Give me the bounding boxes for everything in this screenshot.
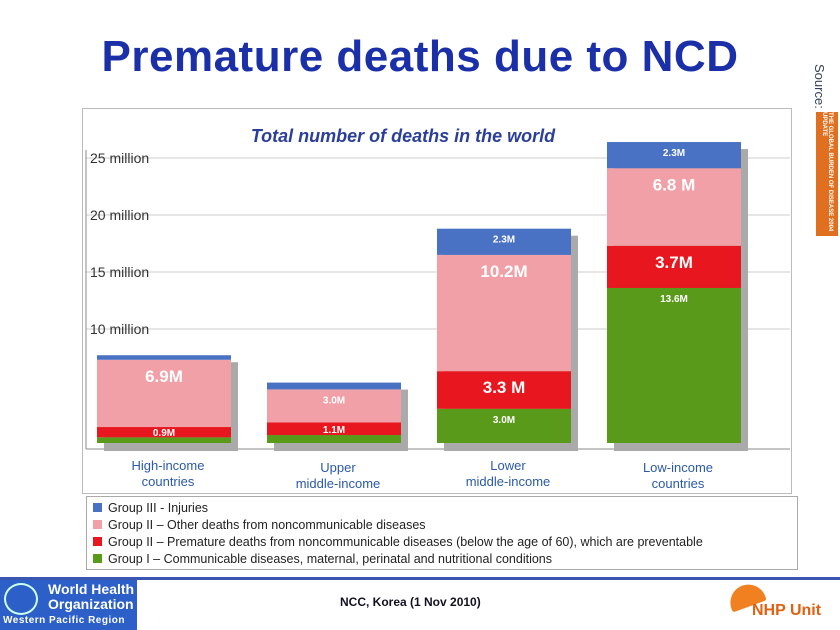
event-label: NCC, Korea (1 Nov 2010) [340,595,481,609]
bar-segment-group3 [267,382,401,390]
y-tick-label: 15 million [90,264,149,280]
bar-segment-group2_other [267,389,401,423]
legend-swatch [93,503,102,512]
data-label: 13.6M [660,294,688,305]
x-tick-label: middle-income [466,474,551,489]
bar-chart: Total number of deaths in the world 10 mi… [85,126,790,491]
x-tick-label: Lower [490,458,526,473]
source-label: Source: [812,64,827,109]
x-tick-label: countries [652,476,705,491]
bar-segment-group3 [97,355,231,360]
y-tick-label: 10 million [90,321,149,337]
who-region: Western Pacific Region [3,615,125,626]
footer-divider [0,577,840,580]
bar-segment-group1 [437,408,571,443]
page-title: Premature deaths due to NCD [101,32,739,81]
x-tick-label: High-income [132,458,205,473]
chart-title: Total number of deaths in the world [251,126,556,146]
legend-label: Group III - Injuries [108,500,209,515]
bar-segment-group2_other [607,168,741,246]
legend-item-group3: Group III - Injuries [93,499,797,516]
x-tick-label: middle-income [296,476,381,491]
y-tick-label: 25 million [90,150,149,166]
data-label: 2.3M [663,148,685,159]
bar-segment-group2_premature [607,245,741,288]
legend-item-group2_other: Group II – Other deaths from noncommunic… [93,516,797,533]
y-tick-label: 20 million [90,207,149,223]
bar-segment-group2_premature [437,371,571,409]
bar-segment-group3 [437,228,571,255]
legend-swatch [93,554,102,563]
who-emblem-icon [4,583,38,615]
chart-legend: Group III - Injuries Group II – Other dea… [86,496,798,570]
data-label: 10.2M [480,262,527,281]
data-label: 2.3M [493,235,515,246]
bar-segment-group1 [607,287,741,443]
who-logo: World Health Organization Western Pacifi… [0,580,137,630]
bar-segment-group1 [267,435,401,443]
bar-segment-group1 [97,437,231,443]
bar-segment-group2_other [437,254,571,372]
bar-segment-group2_premature [267,422,401,436]
data-label: 1.1M [323,425,345,436]
legend-label: Group II – Other deaths from noncommunic… [108,517,426,532]
legend-label: Group I – Communicable diseases, materna… [108,551,552,566]
data-label: 0.9M [153,428,175,439]
x-tick-label: countries [142,474,195,489]
data-label: 6.9M [145,367,183,386]
data-label: 6.8 M [653,175,696,194]
legend-swatch [93,537,102,546]
bar-segment-group2_other [97,359,231,428]
legend-label: Group II – Premature deaths from noncomm… [108,534,703,549]
source-book-cover: THE GLOBAL BURDEN OF DISEASE 2004 UPDATE [816,112,838,236]
legend-swatch [93,520,102,529]
bar-segment-group3 [607,142,741,169]
data-label: 3.0M [323,395,345,406]
who-name: World Health Organization [48,581,135,612]
data-label: 3.7M [655,253,693,272]
data-label: 3.3 M [483,378,526,397]
x-tick-label: Low-income [643,460,713,475]
legend-item-group1: Group I – Communicable diseases, materna… [93,550,797,567]
legend-item-group2_premature: Group II – Premature deaths from noncomm… [93,533,797,550]
bar-segment-group2_premature [97,427,231,438]
unit-label: NHP Unit [752,602,822,619]
data-label: 3.0M [493,415,515,426]
x-tick-label: Upper [320,460,356,475]
